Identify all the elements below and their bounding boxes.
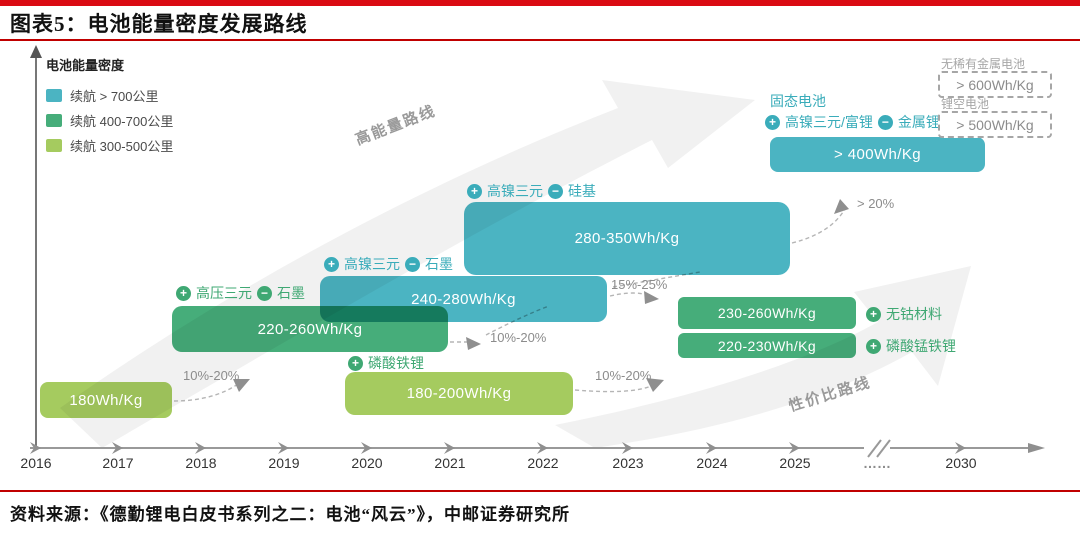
legend-item-300-500: 续航 300-500公里: [46, 136, 173, 155]
bar-220-260-label: 220-260Wh/Kg: [257, 320, 363, 338]
gain-label-2: 15%-25%: [611, 277, 668, 292]
year-label-2016: 2016: [20, 455, 52, 471]
year-label-2020: 2020: [351, 455, 383, 471]
future-target-box-0: > 600Wh/Kg: [938, 71, 1052, 98]
plus-icon: +: [324, 256, 339, 272]
legend-swatch-lightgreen: [46, 139, 62, 152]
legend-label: 续航 > 700公里: [70, 89, 159, 104]
minus-icon: −: [405, 256, 420, 272]
plus-icon: +: [866, 338, 881, 354]
chem-label-240-280: + 高镍三元 − 石墨: [324, 254, 453, 274]
transition-arrow-2a: [609, 292, 651, 297]
axis-break-icon: [864, 438, 891, 458]
chem-plus-text: 磷酸锰铁锂: [886, 338, 956, 354]
future-target-name-1: 锂空电池: [941, 97, 990, 111]
bar-240-280-label: 240-280Wh/Kg: [411, 290, 516, 308]
year-label-2021: 2021: [434, 455, 466, 471]
chem-plus-text: 高镍三元: [344, 256, 400, 272]
bar-240-280-bg: [320, 276, 607, 322]
year-label-2024: 2024: [696, 455, 728, 471]
bar-400-bg: [770, 137, 985, 172]
year-label-2022: 2022: [527, 455, 559, 471]
gain-label-4: > 20%: [857, 196, 895, 211]
legend-swatch-teal: [46, 89, 62, 102]
minus-icon: −: [877, 114, 893, 130]
future-target-value: > 600Wh/Kg: [956, 76, 1034, 93]
chem-plus-text: 无钴材料: [886, 306, 942, 322]
source-divider: [0, 490, 1080, 492]
chem-label-280-350: + 高镍三元 − 硅基: [467, 181, 596, 201]
gain-label-0: 10%-20%: [183, 368, 240, 383]
year-label-2017: 2017: [102, 455, 134, 471]
chem-label-400: + 高镍三元/富锂 − 金属锂: [765, 112, 940, 132]
transition-arrow-4: [791, 208, 846, 244]
bar-400-label: > 400Wh/Kg: [834, 146, 921, 163]
bar-280-350-label: 280-350Wh/Kg: [574, 230, 680, 247]
y-axis-label: 电池能量密度: [46, 58, 125, 73]
future-target-box-1: > 500Wh/Kg: [938, 111, 1052, 138]
transition-arrow-0: [173, 383, 239, 402]
year-label-2019: 2019: [268, 455, 300, 471]
bar-230-260-bg: [678, 297, 856, 329]
chem-plus-text: 高压三元: [196, 285, 252, 301]
plus-icon: +: [866, 306, 881, 322]
bar-220-230-label: 220-230Wh/Kg: [717, 337, 817, 354]
chem-label-220-230: + 磷酸锰铁锂: [866, 336, 956, 356]
chem-plus-text: 高镍三元/富锂: [785, 114, 873, 130]
bar-180-200-bg: [345, 372, 573, 415]
year-label-ellipsis: ……: [863, 455, 891, 471]
plus-icon: +: [765, 114, 780, 130]
future-target-name-0: 无稀有金属电池: [941, 57, 1026, 71]
year-label-2023: 2023: [612, 455, 644, 471]
solid-state-header: 固态电池: [770, 93, 826, 109]
plus-icon: +: [348, 355, 363, 371]
chem-minus-text: 金属锂: [897, 114, 940, 130]
bar-230-260-label: 230-260Wh/Kg: [717, 305, 817, 321]
chem-minus-text: 硅基: [568, 183, 596, 199]
bar-220-230-bg: [678, 333, 856, 358]
top-accent-bar: [0, 0, 1080, 6]
chem-minus-text: 石墨: [425, 256, 453, 272]
bar-180-200-label: 180-200Wh/Kg: [406, 385, 512, 402]
chem-plus-text: 磷酸铁锂: [368, 355, 424, 371]
legend-label: 续航 300-500公里: [70, 139, 174, 154]
big-arrow-cost-performance: [555, 266, 971, 448]
plus-icon: +: [467, 183, 482, 199]
chem-plus-text: 高镍三元: [487, 183, 543, 199]
title-divider: [0, 39, 1080, 41]
figure-title: 图表5：电池能量密度发展路线: [10, 12, 308, 36]
transition-arrowheads: [233, 199, 849, 392]
legend-label: 续航 400-700公里: [70, 114, 174, 129]
source-text: 资料来源：《德勤锂电白皮书系列之二：电池“风云”》，中邮证券研究所: [10, 505, 570, 524]
legend-swatch-green: [46, 114, 62, 127]
chem-label-220-260: + 高压三元 − 石墨: [176, 283, 305, 303]
bar-280-350-bg: [464, 202, 790, 275]
chem-label-230-260: + 无钴材料: [866, 304, 942, 324]
bar-180-bg: [40, 382, 172, 418]
minus-icon: −: [548, 183, 563, 199]
chem-minus-text: 石墨: [277, 285, 305, 301]
y-axis-arrowhead: [30, 45, 42, 58]
legend-item-400-700: 续航 400-700公里: [46, 111, 173, 130]
x-axis-arrowhead: [1028, 443, 1045, 453]
legend-item-700: 续航 > 700公里: [46, 86, 159, 105]
year-label-2018: 2018: [185, 455, 217, 471]
gain-label-3: 10%-20%: [595, 368, 652, 383]
year-label-2025: 2025: [779, 455, 811, 471]
transition-arrow-3: [574, 384, 655, 393]
minus-icon: −: [257, 285, 272, 301]
future-target-value: > 500Wh/Kg: [956, 116, 1034, 133]
plus-icon: +: [176, 285, 191, 301]
year-label-2030: 2030: [945, 455, 977, 471]
bar-180-label: 180Wh/Kg: [69, 391, 143, 409]
chem-label-180-200: + 磷酸铁锂: [348, 353, 424, 373]
gain-label-1: 10%-20%: [490, 330, 547, 345]
